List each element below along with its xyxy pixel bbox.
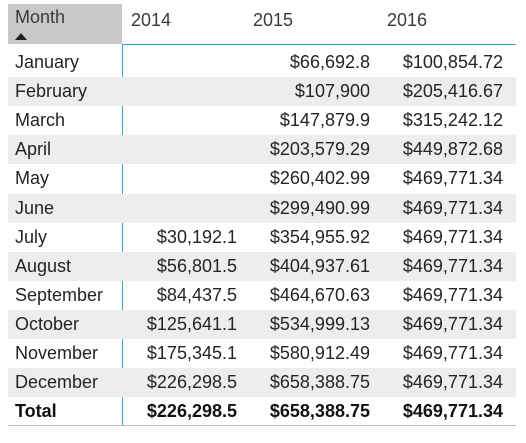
value-cell: $175,345.1	[146, 343, 237, 363]
value-cell: $449,872.68	[402, 139, 503, 160]
value-cell: $469,771.34	[402, 226, 503, 247]
value-cell: $125,641.1	[146, 313, 237, 334]
value-cell: $580,912.49	[269, 343, 370, 363]
sort-arrow	[15, 33, 27, 40]
row-band	[8, 368, 516, 398]
row-label: Total	[15, 401, 57, 422]
column-header[interactable]: 2016	[387, 10, 428, 30]
value-cell: $66,692.8	[289, 52, 370, 72]
month-header-bg	[8, 4, 122, 44]
value-cell: $658,388.75	[269, 372, 370, 393]
value-cell: $205,416.67	[402, 81, 503, 102]
value-cell: $469,771.34	[402, 255, 503, 276]
row-label: February	[15, 81, 88, 102]
value-cell: $469,771.34	[402, 343, 503, 363]
value-cell: $147,879.9	[279, 110, 370, 131]
value-cell: $404,937.61	[269, 255, 370, 276]
bottom-rule	[8, 425, 516, 426]
column-rule	[122, 44, 123, 425]
row-label: October	[15, 313, 80, 334]
row-band	[8, 135, 516, 165]
row-band	[8, 251, 516, 281]
value-cell: $56,801.5	[156, 255, 237, 276]
row-label: November	[15, 343, 99, 363]
value-cell: $469,771.34	[402, 284, 503, 305]
row-label: April	[15, 139, 52, 160]
value-cell: $354,955.92	[269, 226, 370, 247]
value-cell: $203,579.29	[269, 139, 370, 160]
value-cell: $658,388.75	[269, 401, 370, 422]
row-label: July	[15, 226, 48, 247]
row-band	[8, 193, 516, 223]
row-band	[8, 309, 516, 339]
row-label: December	[15, 372, 99, 393]
value-cell: $315,242.12	[402, 110, 503, 131]
row-label: January	[15, 52, 80, 72]
row-label: June	[15, 197, 55, 218]
value-cell: $30,192.1	[156, 226, 237, 247]
row-label: May	[15, 168, 50, 189]
row-label: September	[15, 284, 104, 305]
value-cell: $226,298.5	[146, 401, 237, 422]
value-cell: $469,771.34	[402, 197, 503, 218]
value-cell: $469,771.34	[402, 313, 503, 334]
value-cell: $107,900	[294, 81, 370, 102]
row-band	[8, 77, 516, 107]
column-header[interactable]: Month	[15, 7, 66, 27]
value-cell: $84,437.5	[156, 284, 237, 305]
value-cell: $226,298.5	[146, 372, 237, 393]
value-cell: $469,771.34	[402, 401, 503, 422]
value-cell: $469,771.34	[402, 372, 503, 393]
value-cell: $469,771.34	[402, 168, 503, 189]
value-cell: $260,402.99	[269, 168, 370, 189]
column-header[interactable]: 2015	[253, 10, 294, 30]
header-rule	[122, 44, 516, 45]
row-label: August	[15, 255, 72, 276]
value-cell: $464,670.63	[269, 284, 370, 305]
value-cell: $100,854.72	[402, 52, 503, 72]
value-cell: $299,490.99	[269, 197, 370, 218]
value-cell: $534,999.13	[269, 313, 370, 334]
column-header[interactable]: 2014	[131, 10, 172, 30]
row-label: March	[15, 110, 66, 131]
